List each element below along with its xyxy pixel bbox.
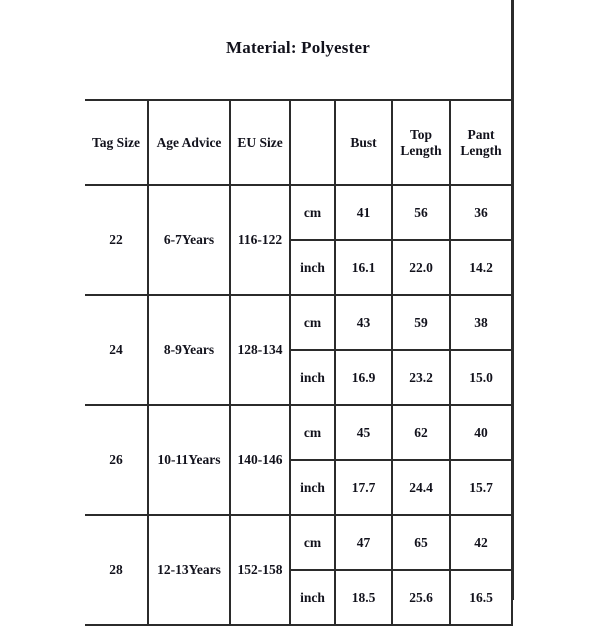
cell-tag-size: 24 [85,294,149,406]
column-header-bust: Bust [334,99,393,186]
cell-bust-cm: 45 [334,404,393,461]
cell-pant-length-inch: 15.0 [449,349,513,406]
size-chart-container: Tag Size Age Advice EU Size Bust Top Len… [85,99,513,626]
cell-tag-size: 28 [85,514,149,626]
table-header: Tag Size Age Advice EU Size Bust Top Len… [85,99,513,186]
cell-bust-inch: 18.5 [334,569,393,626]
cell-pant-length-cm: 42 [449,514,513,571]
column-header-age-advice: Age Advice [147,99,231,186]
cell-pant-length-cm: 36 [449,184,513,241]
column-header-tag-size: Tag Size [85,99,149,186]
cell-bust-inch: 16.9 [334,349,393,406]
cell-unit-cm: cm [289,184,336,241]
cell-age-advice: 10-11Years [147,404,231,516]
cell-pant-length-cm: 40 [449,404,513,461]
table-row: inch 17.7 24.4 15.7 [85,459,513,516]
table-row: inch 16.1 22.0 14.2 [85,239,513,296]
cell-unit-cm: cm [289,294,336,351]
column-header-top-length-line1: Top [409,126,433,142]
cell-pant-length-cm: 38 [449,294,513,351]
column-header-pant-length-line2: Length [460,142,502,158]
column-header-eu-size: EU Size [229,99,291,186]
table-row: inch 16.9 23.2 15.0 [85,349,513,406]
cell-unit-cm: cm [289,404,336,461]
cell-age-advice: 6-7Years [147,184,231,296]
size-chart-table: Tag Size Age Advice EU Size Bust Top Len… [85,99,513,626]
column-header-pant-length-line1: Pant [467,126,495,142]
column-header-unit [289,99,336,186]
cell-top-length-cm: 59 [391,294,451,351]
size-chart-page: Material: Polyester Tag Size Age Advice … [85,0,514,626]
cell-top-length-cm: 65 [391,514,451,571]
cell-unit-inch: inch [289,239,336,296]
cell-eu-size: 128-134 [229,294,291,406]
table-row: 24 8-9Years 128-134 cm 43 59 38 [85,294,513,406]
cell-top-length-inch: 23.2 [391,349,451,406]
column-header-top-length-line2: Length [400,142,442,158]
cell-tag-size: 26 [85,404,149,516]
column-header-top-length: Top Length [391,99,451,186]
cell-pant-length-inch: 16.5 [449,569,513,626]
cell-pant-length-inch: 15.7 [449,459,513,516]
cell-bust-cm: 43 [334,294,393,351]
column-header-pant-length: Pant Length [449,99,513,186]
cell-unit-inch: inch [289,459,336,516]
table-row: 26 10-11Years 140-146 cm 45 62 40 [85,404,513,516]
cell-bust-cm: 47 [334,514,393,571]
cell-bust-cm: 41 [334,184,393,241]
table-body: 22 6-7Years 116-122 cm 41 56 36 inch 16.… [85,184,513,626]
cell-unit-inch: inch [289,569,336,626]
cell-unit-inch: inch [289,349,336,406]
cell-age-advice: 8-9Years [147,294,231,406]
page-title: Material: Polyester [226,38,370,57]
cell-eu-size: 140-146 [229,404,291,516]
cell-top-length-cm: 62 [391,404,451,461]
table-row: 22 6-7Years 116-122 cm 41 56 36 [85,184,513,296]
cell-bust-inch: 16.1 [334,239,393,296]
cell-top-length-inch: 25.6 [391,569,451,626]
cell-top-length-inch: 22.0 [391,239,451,296]
cell-top-length-inch: 24.4 [391,459,451,516]
table-row: 28 12-13Years 152-158 cm 47 65 42 [85,514,513,626]
cell-tag-size: 22 [85,184,149,296]
cell-top-length-cm: 56 [391,184,451,241]
cell-age-advice: 12-13Years [147,514,231,626]
cell-eu-size: 152-158 [229,514,291,626]
cell-eu-size: 116-122 [229,184,291,296]
cell-unit-cm: cm [289,514,336,571]
cell-bust-inch: 17.7 [334,459,393,516]
header-row: Tag Size Age Advice EU Size Bust Top Len… [85,99,513,186]
cell-pant-length-inch: 14.2 [449,239,513,296]
